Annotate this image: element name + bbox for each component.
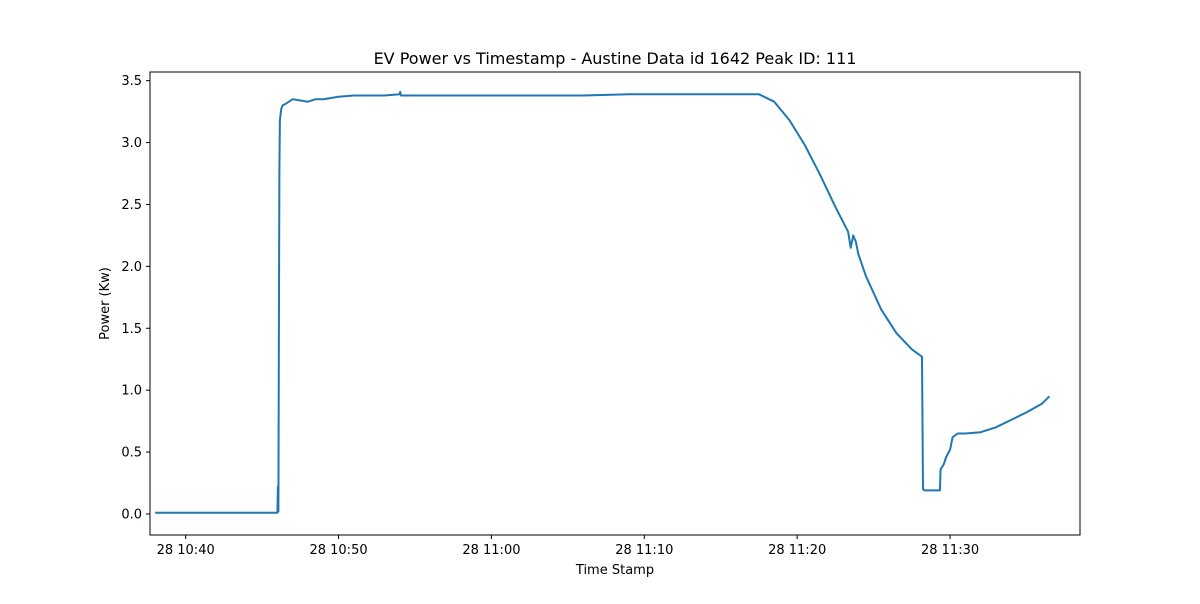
x-tick-label: 28 11:30 [921, 543, 979, 558]
series-layer [155, 90, 1051, 514]
x-tick-label: 28 11:00 [462, 543, 520, 558]
x-tick-label: 28 10:40 [157, 543, 215, 558]
y-tick-label: 2.0 [121, 260, 142, 275]
y-axis-label: Power (Kw) [98, 267, 113, 340]
y-tick-label: 1.5 [121, 322, 142, 337]
x-tick-label: 28 10:50 [309, 543, 367, 558]
y-axis: 0.0 0.5 1.0 1.5 2.0 2.5 3.0 3.5 [121, 74, 150, 522]
y-tick-label: 0.5 [121, 446, 142, 461]
y-tick-label: 3.0 [121, 136, 142, 151]
y-tick-label: 2.5 [121, 198, 142, 213]
x-tick-label: 28 11:20 [768, 543, 826, 558]
plot-frame [149, 71, 1081, 536]
y-tick-label: 3.5 [121, 74, 142, 89]
chart-title: EV Power vs Timestamp - Austine Data id … [374, 49, 857, 68]
x-axis-label: Time Stamp [575, 563, 654, 578]
x-axis: 28 10:40 28 10:50 28 11:00 28 11:10 28 11:20… [157, 535, 979, 558]
series-line [155, 90, 1051, 514]
y-tick-label: 1.0 [121, 384, 142, 399]
y-tick-label: 0.0 [121, 507, 142, 522]
plot-area [150, 72, 1080, 535]
x-tick-label: 28 11:10 [615, 543, 673, 558]
